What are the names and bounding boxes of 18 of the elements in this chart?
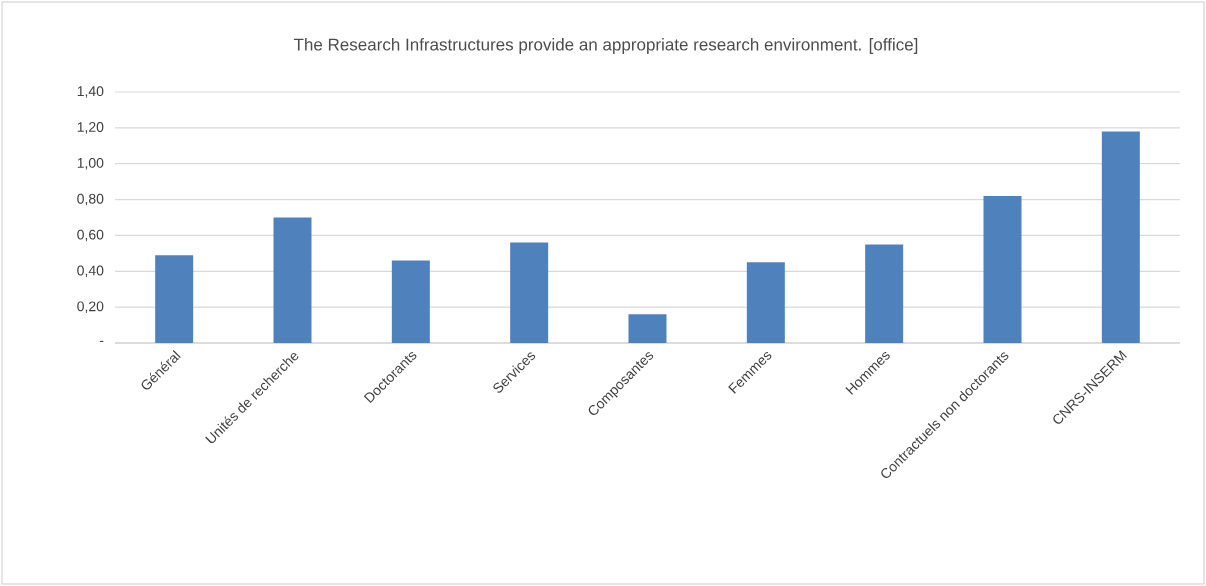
y-tick-label: 0,20 [77,301,104,313]
y-tick-label: 1,40 [77,86,104,98]
bar [983,195,1022,343]
bar [746,262,785,343]
y-tick-label: 1,00 [77,157,104,170]
bar [273,217,312,343]
bar [510,242,549,343]
bar [628,314,667,343]
chart-title: The Research Infrastructures provide an appropriate research environment. [office] [293,38,918,54]
bar [865,244,904,343]
y-tick-label: 0,60 [77,229,104,242]
bar [155,255,194,343]
y-tick-label: 0,40 [77,265,104,278]
y-tick-label: 1,20 [77,122,104,134]
y-tick-label: - [99,340,104,342]
y-tick-label: 0,80 [77,193,104,206]
bar [391,260,430,343]
bar [1101,131,1140,343]
